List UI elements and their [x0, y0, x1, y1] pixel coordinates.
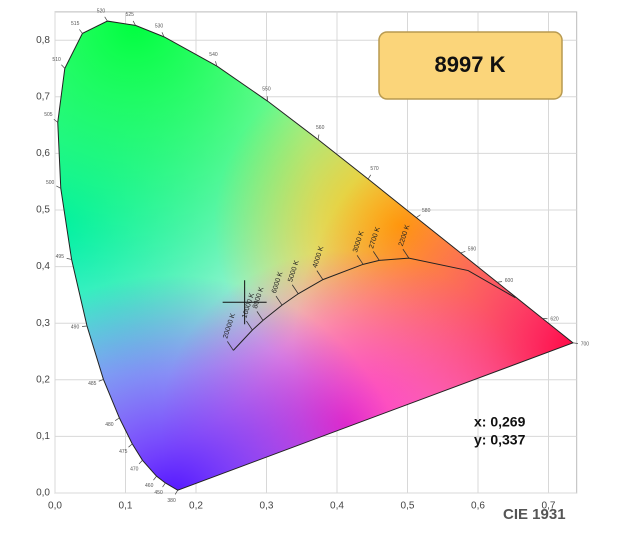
wavelength-label: 505	[44, 112, 53, 118]
wavelength-tick	[215, 61, 218, 67]
isotherm-tick	[356, 255, 364, 265]
isotherm-tick	[291, 284, 299, 294]
wavelength-label: 450	[154, 490, 163, 496]
wavelength-tick	[115, 417, 120, 421]
wavelength-tick	[161, 32, 165, 38]
wavelength-tick	[79, 29, 83, 34]
wavelength-tick	[572, 342, 578, 344]
wavelength-label: 570	[370, 166, 379, 172]
wavelength-tick	[66, 258, 72, 260]
cct-box	[378, 31, 563, 100]
wavelength-tick	[132, 20, 136, 26]
wavelength-tick	[162, 482, 166, 488]
wavelength-tick	[53, 118, 58, 123]
y-coordinate: y: 0,337	[474, 432, 526, 448]
isotherm-tick	[402, 248, 410, 259]
wavelength-label: 550	[262, 87, 271, 93]
wavelength-tick	[174, 489, 179, 495]
wavelength-label: 500	[46, 180, 55, 186]
wavelength-label: 560	[316, 125, 325, 131]
wavelength-label: 700	[581, 342, 590, 348]
wavelength-tick	[496, 281, 503, 283]
y-tick-label: 0,0	[36, 488, 50, 499]
wavelength-label: 520	[97, 8, 106, 14]
wavelength-label: 525	[126, 12, 135, 18]
wavelength-label: 530	[155, 23, 164, 29]
y-tick-label: 0,8	[36, 35, 50, 46]
wavelength-label: 460	[145, 483, 154, 489]
x-tick-label: 0,6	[471, 501, 485, 512]
wavelength-label: 490	[71, 325, 80, 331]
y-tick-label: 0,5	[36, 205, 50, 216]
wavelength-label: 620	[550, 316, 559, 322]
wavelength-label: 510	[52, 57, 61, 63]
wavelength-label: 540	[209, 52, 218, 58]
isotherm-tick	[227, 341, 234, 351]
x-tick-label: 0,1	[119, 501, 133, 512]
y-tick-label: 0,4	[36, 261, 50, 272]
y-tick-label: 0,6	[36, 148, 50, 159]
wavelength-label: 515	[71, 21, 80, 27]
wavelength-label: 480	[105, 422, 114, 428]
x-tick-label: 0,3	[260, 501, 274, 512]
white-point-marker	[222, 280, 267, 325]
isotherm-tick	[372, 251, 380, 261]
wavelength-label: 495	[56, 254, 65, 260]
wavelength-label: 600	[505, 278, 514, 284]
y-tick-label: 0,7	[36, 91, 50, 102]
isotherm-tick	[256, 311, 264, 321]
wavelength-label: 475	[119, 449, 128, 455]
x-tick-label: 0,4	[330, 501, 344, 512]
wavelength-label: 470	[130, 466, 139, 472]
wavelength-label: 580	[422, 208, 431, 214]
wavelength-label: 380	[167, 498, 176, 504]
wavelength-tick	[317, 134, 320, 140]
spectral-locus	[57, 20, 574, 491]
wavelength-tick	[138, 460, 143, 465]
isotherm-tick	[246, 320, 253, 331]
wavelength-label: 590	[468, 247, 477, 253]
x-coordinate: x: 0,269	[474, 414, 526, 430]
x-tick-label: 0,5	[401, 501, 415, 512]
x-tick-label: 0,0	[48, 501, 62, 512]
wavelength-tick	[416, 214, 421, 218]
x-tick-label: 0,2	[189, 501, 203, 512]
wavelength-tick	[98, 379, 104, 382]
wavelength-label: 485	[88, 381, 97, 387]
x-tick-label: 0,7	[542, 501, 556, 512]
wavelength-tick	[153, 475, 157, 481]
wavelength-tick	[104, 16, 108, 22]
caption: CIE 1931	[503, 506, 566, 523]
y-tick-label: 0,1	[36, 431, 50, 442]
isotherm-tick	[316, 270, 324, 280]
cct-label: 8997 K	[435, 52, 506, 77]
wavelength-tick	[128, 443, 133, 448]
y-tick-label: 0,3	[36, 318, 50, 329]
wavelength-tick	[56, 185, 61, 189]
wavelength-tick	[367, 174, 372, 180]
wavelength-tick	[61, 64, 66, 69]
isotherm-tick	[275, 295, 283, 306]
wavelength-tick	[460, 251, 466, 254]
y-tick-label: 0,2	[36, 374, 50, 385]
